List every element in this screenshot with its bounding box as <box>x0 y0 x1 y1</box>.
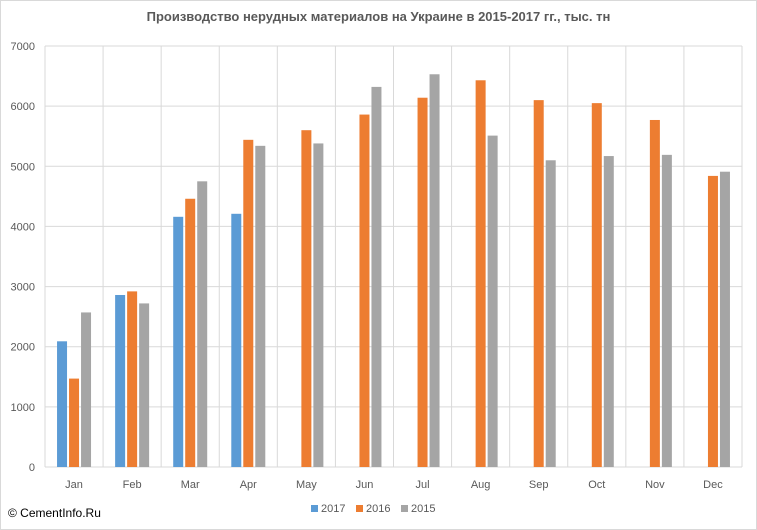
bar-2015-aug <box>487 135 498 467</box>
x-tick-label: Jul <box>416 479 430 491</box>
bar-2016-sep <box>533 100 544 467</box>
bar-2017-feb <box>115 294 126 467</box>
bar-2017-apr <box>231 213 242 467</box>
bar-2015-jun <box>371 86 382 467</box>
x-tick-label: Oct <box>588 479 605 491</box>
legend: 2017 2016 2015 <box>311 503 435 515</box>
legend-swatch <box>401 505 408 512</box>
bar-2015-nov <box>661 154 672 467</box>
x-tick-label: Dec <box>703 479 723 491</box>
chart-title: Производство нерудных материалов на Укра… <box>146 9 611 24</box>
bar-2015-may <box>313 143 324 467</box>
legend-label: 2015 <box>411 503 435 515</box>
bar-2016-feb <box>127 291 138 467</box>
y-tick-label: 2000 <box>11 342 35 354</box>
y-tick-label: 0 <box>29 462 35 474</box>
bar-2017-mar <box>173 216 184 467</box>
x-tick-label: May <box>296 479 317 491</box>
y-axis: 0 1000 2000 3000 4000 5000 6000 7000 <box>11 41 35 474</box>
legend-swatch <box>356 505 363 512</box>
bar-2015-sep <box>545 160 556 467</box>
x-axis: Jan Feb Mar Apr May Jun Jul Aug Sep Oct Nov Dec <box>65 479 723 491</box>
bar-2015-dec <box>719 171 730 467</box>
bar-2016-dec <box>707 175 718 467</box>
y-tick-label: 6000 <box>11 101 35 113</box>
bar-2016-oct <box>591 103 602 467</box>
bar-2016-jan <box>69 378 80 467</box>
y-tick-label: 5000 <box>11 161 35 173</box>
x-tick-label: Jan <box>65 479 83 491</box>
x-tick-label: Mar <box>181 479 200 491</box>
y-tick-label: 4000 <box>11 221 35 233</box>
x-tick-label: Apr <box>240 479 257 491</box>
x-tick-label: Feb <box>123 479 142 491</box>
bar-2016-apr <box>243 139 254 467</box>
bar-2017-jan <box>57 341 68 467</box>
bar-2015-jan <box>81 312 92 467</box>
bar-2015-jul <box>429 74 440 467</box>
grid-lines <box>44 45 743 468</box>
bar-2016-mar <box>185 198 196 467</box>
bar-2016-may <box>301 130 312 467</box>
legend-label: 2017 <box>321 503 345 515</box>
bar-2016-aug <box>475 80 486 467</box>
bars <box>57 74 730 468</box>
bar-2015-oct <box>603 156 614 467</box>
watermark: © CementInfo.Ru <box>8 506 101 520</box>
bar-2016-jun <box>359 114 370 467</box>
x-tick-label: Sep <box>529 479 549 491</box>
x-tick-label: Nov <box>645 479 665 491</box>
bar-2016-jul <box>417 97 428 468</box>
y-tick-label: 1000 <box>11 402 35 414</box>
legend-label: 2016 <box>366 503 390 515</box>
bar-2015-feb <box>139 303 150 467</box>
legend-swatch <box>311 505 318 512</box>
y-tick-label: 3000 <box>11 282 35 294</box>
bar-2015-mar <box>197 181 208 468</box>
x-tick-label: Jun <box>356 479 374 491</box>
y-tick-label: 7000 <box>11 41 35 53</box>
x-tick-label: Aug <box>471 479 491 491</box>
bar-2015-apr <box>255 145 266 467</box>
bar-2016-nov <box>649 119 660 468</box>
